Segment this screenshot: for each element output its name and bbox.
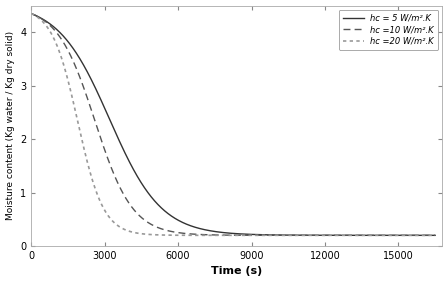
- X-axis label: Time (s): Time (s): [211, 266, 263, 276]
- Y-axis label: Moisture content (Kg water / Kg dry solid): Moisture content (Kg water / Kg dry soli…: [5, 31, 14, 220]
- Legend: hc = 5 W/m².K, hc =10 W/m².K, hc =20 W/m².K: hc = 5 W/m².K, hc =10 W/m².K, hc =20 W/m…: [339, 10, 438, 50]
